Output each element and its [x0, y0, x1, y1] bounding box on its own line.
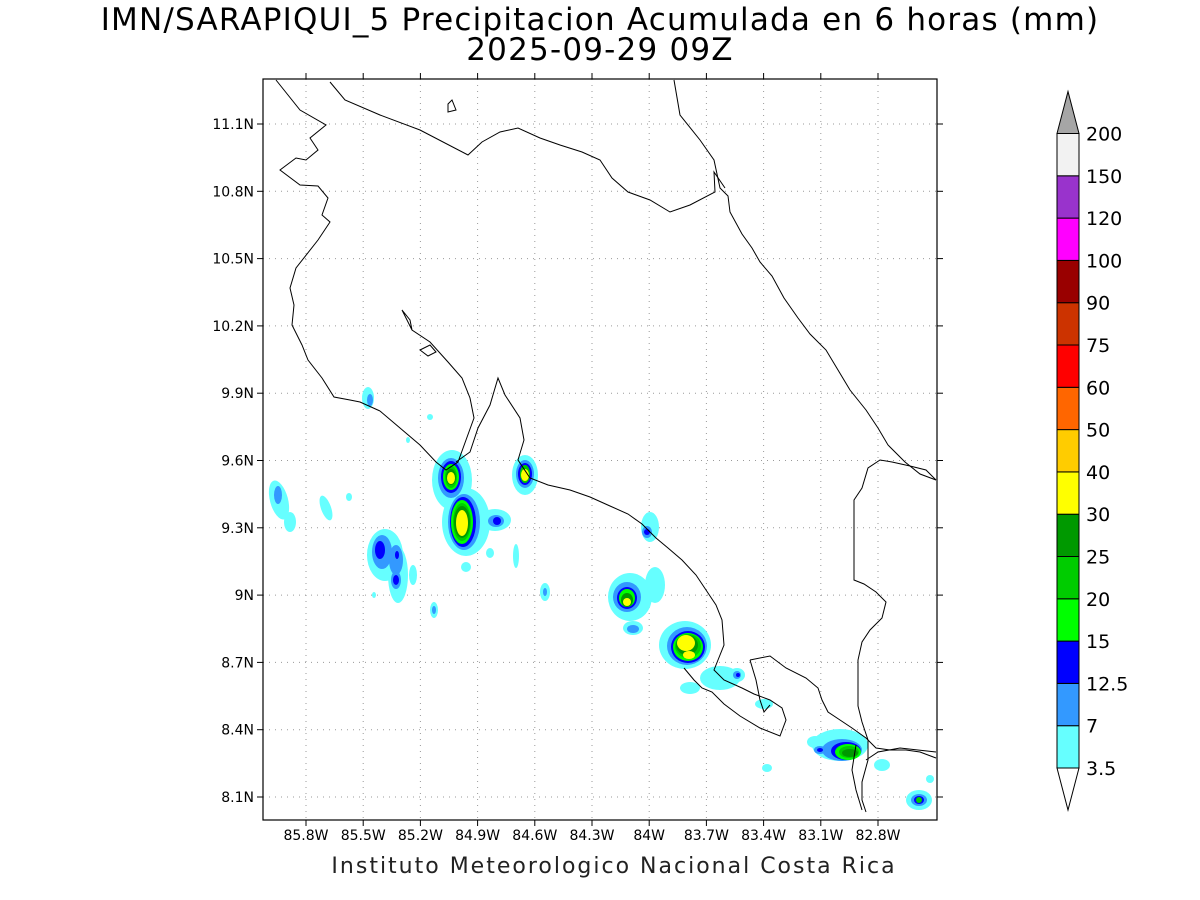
colorbar-swatch — [1056, 429, 1080, 473]
lat-label: 10.8N — [212, 184, 254, 200]
panama-border — [853, 459, 937, 813]
lat-label: 9.9N — [221, 386, 254, 402]
lon-label: 84.9W — [455, 828, 500, 844]
colorbar-swatch — [1056, 175, 1080, 219]
colorbar-swatch — [1056, 133, 1080, 177]
osa-peninsula — [749, 659, 771, 713]
colorbar-label: 3.5 — [1086, 758, 1116, 780]
colorbar-swatch — [1056, 598, 1080, 642]
lat-label: 10.2N — [212, 319, 254, 335]
colorbar-label: 40 — [1086, 462, 1110, 484]
colorbar-label: 200 — [1086, 124, 1122, 146]
rain-cell-panama-border — [807, 729, 934, 810]
lat-label: 9.3N — [221, 521, 254, 537]
colorbar-label: 60 — [1086, 377, 1110, 399]
lat-label: 9N — [235, 588, 254, 604]
lon-label: 85.8W — [283, 828, 328, 844]
colorbar-swatch — [1056, 640, 1080, 684]
rain-cell-gulf-nicoya — [432, 450, 519, 572]
colorbar-label: 7 — [1086, 716, 1098, 738]
colorbar-label: 100 — [1086, 250, 1122, 272]
panama-gulf-coast — [865, 747, 937, 761]
colorbar-label: 12.5 — [1086, 673, 1128, 695]
colorbar-swatch — [1056, 259, 1080, 304]
colorbar-label: 30 — [1086, 504, 1110, 526]
axis-ticks — [257, 73, 943, 826]
latitude-labels: 11.1N 10.8N 10.5N 10.2N 9.9N 9.6N 9.3N 9N 8.7N 8.… — [212, 117, 254, 806]
rain-cell-small-1 — [319, 387, 433, 521]
longitude-labels: 85.8W 85.5W 85.2W 84.9W 84.6W 84.3W 84W 83.7W 83… — [283, 828, 900, 844]
rain-cell-nicoya-west — [268, 480, 296, 532]
map-frame — [262, 78, 938, 821]
colorbar-label: 15 — [1086, 631, 1110, 653]
nicaragua-border-lake — [275, 79, 381, 412]
lon-label: 83.7W — [684, 828, 729, 844]
map-title: IMN/SARAPIQUI_5 Precipitacion Acumulada … — [100, 2, 1100, 38]
lat-label: 8.1N — [221, 790, 254, 806]
colorbar-label: 120 — [1086, 208, 1122, 230]
colorbar-swatch — [1056, 217, 1080, 261]
map-grid — [263, 79, 937, 820]
colorbar-label: 25 — [1086, 547, 1110, 569]
lon-label: 84.6W — [512, 828, 557, 844]
map-subtitle-datetime: 2025-09-29 09Z — [466, 32, 734, 68]
credit-footer: Instituto Meteorologico Nacional Costa R… — [331, 854, 897, 879]
lake-nicaragua-shore — [329, 81, 726, 213]
colorbar-swatch — [1056, 513, 1080, 558]
pacific-coast — [379, 309, 937, 759]
burica-peninsula — [851, 744, 863, 811]
colorbar-swatch — [1056, 725, 1080, 769]
precipitation-field — [268, 387, 934, 810]
colorbar-swatch — [1056, 302, 1080, 346]
gulf-island — [419, 344, 437, 357]
lon-label: 85.5W — [341, 828, 386, 844]
colorbar-swatch — [1056, 682, 1080, 727]
coastlines-and-borders — [275, 79, 937, 813]
lon-label: 83.1W — [798, 828, 843, 844]
colorbar-label: 90 — [1086, 293, 1110, 315]
lat-label: 8.4N — [221, 723, 254, 739]
colorbar-label: 75 — [1086, 335, 1110, 357]
rain-cell-central-south — [608, 512, 665, 635]
caribbean-coast — [673, 79, 937, 481]
colorbar-swatch — [1056, 556, 1080, 600]
colorbar-label: 20 — [1086, 589, 1110, 611]
lat-label: 10.5N — [212, 252, 254, 268]
colorbar-swatch — [1056, 471, 1080, 515]
lat-label: 8.7N — [221, 655, 254, 671]
lat-label: 11.1N — [212, 117, 254, 133]
colorbar-swatch — [1056, 344, 1080, 388]
colorbar-label: 150 — [1086, 166, 1122, 188]
colorbar-legend: 3.5 7 12.5 15 20 25 30 40 50 60 75 90 100 120 150 200 — [1056, 89, 1128, 812]
lat-label: 9.6N — [221, 454, 254, 470]
rain-cell-nicoya-south — [367, 529, 438, 618]
colorbar-arrow-low — [1056, 767, 1080, 812]
lon-label: 82.8W — [855, 828, 900, 844]
island-small — [447, 99, 457, 113]
colorbar-arrow-high — [1056, 89, 1080, 134]
lon-label: 85.2W — [398, 828, 443, 844]
rain-cell-central — [512, 455, 550, 601]
colorbar-swatch — [1056, 386, 1080, 431]
colorbar-label: 50 — [1086, 420, 1110, 442]
lon-label: 84.3W — [569, 828, 614, 844]
lon-label: 83.4W — [741, 828, 786, 844]
lon-label: 84W — [633, 828, 665, 844]
